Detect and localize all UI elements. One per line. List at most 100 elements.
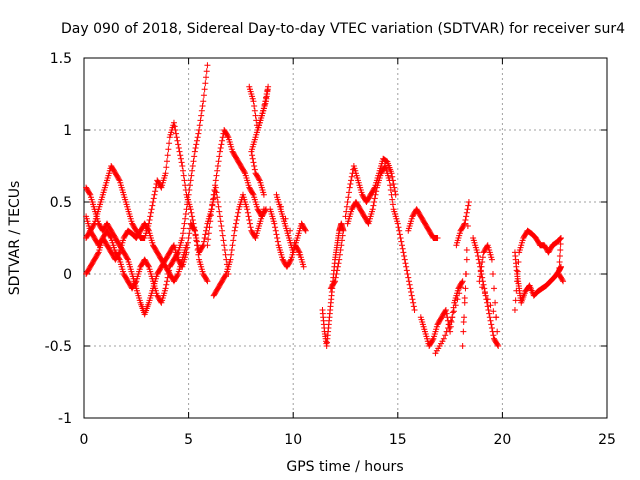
data-point <box>191 153 198 160</box>
data-point <box>370 202 377 209</box>
data-point <box>387 187 394 193</box>
data-point <box>246 220 253 227</box>
data-point <box>264 87 271 94</box>
data-point <box>485 307 492 313</box>
data-point <box>346 184 353 191</box>
data-point <box>145 226 152 233</box>
y-tick-label: -0.5 <box>45 339 72 355</box>
data-point <box>512 297 519 304</box>
data-point <box>459 343 466 349</box>
data-point <box>180 167 187 174</box>
data-point <box>556 253 563 259</box>
data-point <box>479 284 486 291</box>
data-point <box>191 148 198 155</box>
data-point <box>484 296 491 303</box>
data-point <box>210 191 217 198</box>
data-point <box>450 308 457 315</box>
data-point <box>336 251 343 258</box>
data-point <box>202 231 209 238</box>
data-point <box>556 236 563 243</box>
data-point <box>148 206 155 213</box>
data-point <box>175 145 182 151</box>
data-point <box>398 238 405 245</box>
data-point <box>218 223 225 229</box>
data-point <box>213 172 220 179</box>
data-point <box>181 220 188 227</box>
data-point <box>461 299 468 306</box>
data-point <box>484 299 491 306</box>
data-point <box>182 215 189 222</box>
data-point <box>189 217 196 223</box>
data-point <box>478 263 485 270</box>
data-point <box>235 209 242 216</box>
data-point <box>410 299 417 306</box>
data-point <box>172 127 179 133</box>
data-point <box>249 155 256 162</box>
data-point <box>397 235 404 241</box>
data-point <box>90 221 97 228</box>
data-point <box>272 224 279 231</box>
data-point <box>256 176 263 183</box>
data-point <box>401 256 408 263</box>
data-point <box>456 290 463 297</box>
data-point <box>251 163 258 169</box>
y-tick-label: 0.5 <box>50 195 72 211</box>
data-point <box>196 127 203 133</box>
y-tick-labels: -1 -0.5 0 0.5 1 1.5 <box>45 51 72 427</box>
data-point <box>334 267 341 274</box>
data-point <box>192 145 199 151</box>
data-point <box>263 91 270 97</box>
data-point <box>162 285 169 292</box>
data-point <box>181 177 188 184</box>
data-point <box>369 206 376 213</box>
data-point <box>107 233 114 240</box>
data-point <box>491 285 498 292</box>
data-point <box>207 212 214 219</box>
data-point <box>459 278 466 285</box>
data-point <box>452 302 459 309</box>
data-point <box>217 145 224 151</box>
data-point <box>396 231 403 238</box>
data-point <box>494 328 501 335</box>
data-point <box>460 328 467 335</box>
data-point <box>163 281 170 288</box>
data-point <box>458 279 465 286</box>
data-point <box>271 220 278 227</box>
data-point <box>245 213 252 220</box>
data-point <box>152 188 159 195</box>
data-point <box>372 191 379 198</box>
data-point <box>175 141 182 148</box>
data-point <box>487 317 494 324</box>
data-point <box>494 341 501 348</box>
data-point <box>403 267 410 274</box>
data-point <box>480 249 487 256</box>
data-point <box>174 250 181 257</box>
data-point <box>332 274 339 281</box>
data-point <box>371 199 378 205</box>
data-point <box>408 289 415 295</box>
data-point <box>177 152 184 159</box>
data-point <box>556 265 563 271</box>
data-point <box>196 122 203 129</box>
x-tick-label: 10 <box>284 432 302 448</box>
data-point <box>147 213 154 220</box>
data-point <box>495 343 502 349</box>
data-point <box>178 159 185 166</box>
data-point <box>180 225 187 232</box>
data-point <box>345 194 352 201</box>
y-tick-label: 1.5 <box>50 51 72 67</box>
data-point <box>204 242 211 249</box>
data-point <box>490 332 497 339</box>
data-point <box>132 279 139 286</box>
data-point <box>221 247 228 253</box>
data-point <box>411 307 418 313</box>
data-point <box>150 195 157 202</box>
data-point <box>249 190 256 197</box>
data-point <box>182 187 189 193</box>
data-point <box>432 350 439 357</box>
data-point <box>209 201 216 208</box>
data-point <box>348 177 355 184</box>
data-point <box>203 68 210 75</box>
data-point <box>182 211 189 217</box>
data-point <box>195 130 202 137</box>
